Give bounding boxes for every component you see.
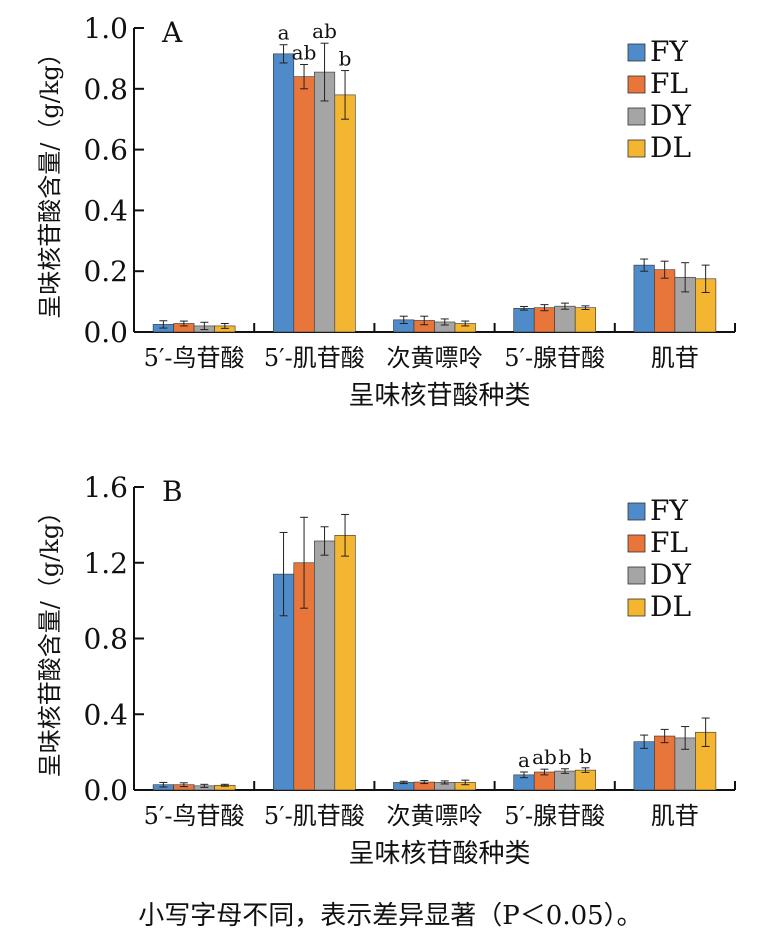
legend-label: DL [650, 131, 691, 164]
y-tick-label: 1.0 [83, 12, 128, 45]
bar-DL [574, 307, 597, 333]
significance-label: b [339, 47, 352, 71]
x-tick-label: 5′-鸟苷酸 [144, 802, 245, 830]
y-tick-label: 1.6 [83, 471, 128, 504]
legend-swatch-DY [627, 107, 646, 126]
bar-DL [334, 94, 356, 333]
x-tick-label: 5′-腺苷酸 [504, 802, 605, 830]
y-axis-label: 呈味核苷酸含量/（g/kg） [36, 41, 64, 318]
significance-label: a [278, 21, 290, 45]
chart-panel-A: 0.0 0.2 0.4 0.6 0.8 1.0 A 呈味核苷酸含量/（g/kg） 5′-鸟苷酸 5… [36, 12, 736, 411]
bar-DY [313, 71, 336, 333]
x-tick-label: 5′-肌苷酸 [264, 344, 365, 372]
significance-label: ab [532, 745, 557, 769]
y-tick-label: 0.2 [83, 255, 128, 288]
x-tick-label: 5′-肌苷酸 [264, 802, 365, 830]
x-tick-label: 5′-腺苷酸 [504, 344, 605, 372]
bar-FY [513, 307, 535, 333]
bar-FL [533, 307, 556, 333]
bar-FY [633, 264, 655, 333]
significance-label: b [579, 744, 592, 768]
x-tick-label: 肌苷 [651, 802, 699, 830]
significance-label: ab [292, 40, 317, 64]
bar-DY [313, 540, 336, 791]
y-tick-label: 0.8 [83, 623, 128, 656]
legend-swatch-DL [627, 598, 646, 617]
significance-label: ab [312, 19, 337, 43]
figure-caption: 小写字母不同，表示差异显著（P＜0.05）。 [138, 901, 643, 931]
panel-label: A [161, 16, 183, 49]
x-tick-label: 次黄嘌呤 [387, 802, 483, 830]
bar-DY [554, 305, 576, 333]
bar-FY [272, 53, 295, 333]
bar-DY [554, 770, 576, 791]
legend-swatch-FL [627, 534, 646, 553]
y-tick-label: 1.2 [83, 547, 128, 580]
bar-DL [574, 769, 597, 791]
legend-label: DY [650, 558, 691, 591]
x-tick-label: 肌苷 [651, 344, 699, 372]
bar-FL [654, 269, 676, 333]
y-tick-label: 0.8 [83, 73, 128, 106]
legend-swatch-FL [627, 75, 646, 94]
bar-FY [633, 741, 655, 791]
legend-label: FY [650, 35, 688, 68]
legend-swatch-FY [627, 502, 646, 521]
bar-FL [654, 735, 676, 791]
legend-label: FL [650, 526, 688, 559]
legend-label: FY [650, 494, 688, 527]
legend-swatch-DL [627, 139, 646, 158]
legend-label: FL [650, 67, 688, 100]
significance-label: b [559, 745, 572, 769]
x-tick-label: 次黄嘌呤 [387, 344, 483, 372]
legend-label: DL [650, 590, 691, 623]
y-tick-label: 0.6 [83, 134, 128, 167]
panel-label: B [162, 475, 183, 508]
x-axis-label: 呈味核苷酸种类 [348, 381, 530, 411]
chart-panel-B: 0.0 0.4 0.8 1.2 1.6 B 呈味核苷酸含量/（g/kg） 5′-鸟苷酸 5′-肌… [36, 471, 736, 869]
legend-swatch-DY [627, 566, 646, 585]
legend-label: DY [650, 99, 691, 132]
x-tick-label: 5′-鸟苷酸 [144, 344, 245, 372]
legend-swatch-FY [627, 43, 646, 62]
bar-DL [334, 534, 356, 791]
y-tick-label: 0.0 [83, 774, 128, 807]
bar-FL [293, 76, 315, 333]
significance-label: a [518, 748, 530, 772]
y-tick-label: 0.4 [83, 194, 128, 227]
y-tick-label: 0.0 [83, 316, 128, 349]
y-axis-label: 呈味核苷酸含量/（g/kg） [36, 500, 64, 777]
y-tick-label: 0.4 [83, 698, 128, 731]
x-axis-label: 呈味核苷酸种类 [348, 839, 530, 869]
